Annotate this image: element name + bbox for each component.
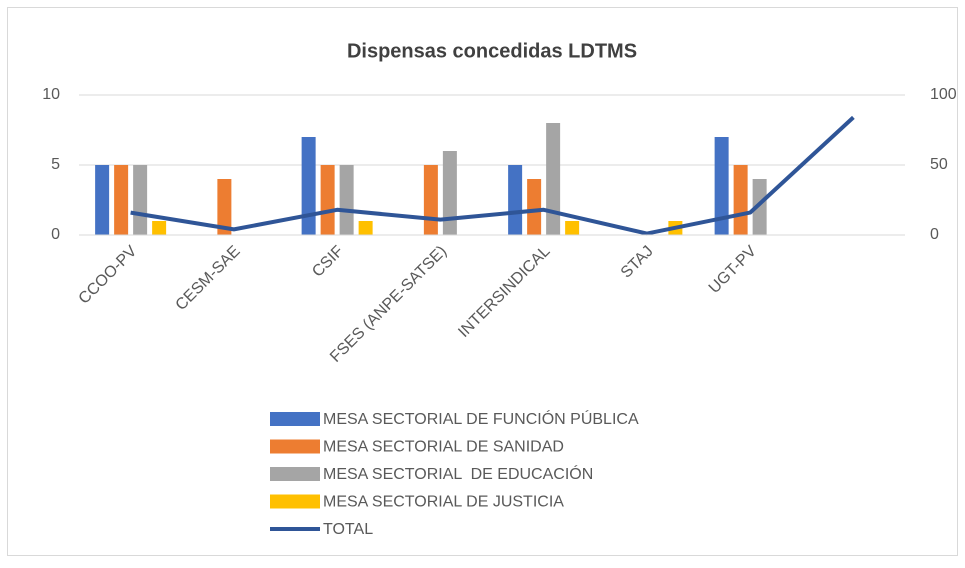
y-tick-label: 10 bbox=[42, 86, 60, 103]
y2-tick-label: 0 bbox=[930, 226, 939, 243]
legend-label: MESA SECTORIAL DE SANIDAD bbox=[323, 439, 564, 456]
bar bbox=[546, 123, 561, 235]
y-tick-label: 5 bbox=[51, 156, 60, 173]
bar bbox=[527, 179, 542, 235]
legend-label: TOTAL bbox=[323, 521, 373, 538]
legend-swatch bbox=[270, 412, 320, 426]
bar bbox=[95, 165, 110, 235]
y-tick-label: 0 bbox=[51, 226, 60, 243]
bar bbox=[733, 165, 748, 235]
line bbox=[130, 115, 855, 236]
bar bbox=[565, 221, 580, 235]
bar bbox=[508, 165, 523, 235]
bar bbox=[752, 179, 767, 235]
chart-title: Dispensas concedidas LDTMS bbox=[347, 40, 637, 62]
y2-tick-label: 100 bbox=[930, 86, 957, 103]
bar bbox=[714, 137, 729, 235]
bar bbox=[133, 165, 148, 235]
bar bbox=[114, 165, 129, 235]
legend-swatch bbox=[270, 494, 320, 509]
legend-swatch bbox=[270, 467, 320, 481]
legend-label: MESA SECTORIAL DE JUSTICIA bbox=[323, 494, 564, 511]
bar bbox=[358, 221, 373, 235]
bar bbox=[152, 221, 167, 235]
bar bbox=[442, 151, 457, 235]
bar bbox=[339, 165, 354, 235]
legend-swatch bbox=[270, 439, 320, 454]
bar bbox=[320, 165, 335, 235]
legend-label: MESA SECTORIAL DE FUNCIÓN PÚBLICA bbox=[323, 409, 639, 428]
bar bbox=[217, 179, 232, 235]
y2-tick-label: 50 bbox=[930, 156, 948, 173]
chart-border bbox=[7, 7, 958, 556]
bar bbox=[301, 137, 316, 235]
legend-label: MESA SECTORIAL DE EDUCACIÓN bbox=[323, 464, 593, 483]
bar bbox=[423, 165, 438, 235]
